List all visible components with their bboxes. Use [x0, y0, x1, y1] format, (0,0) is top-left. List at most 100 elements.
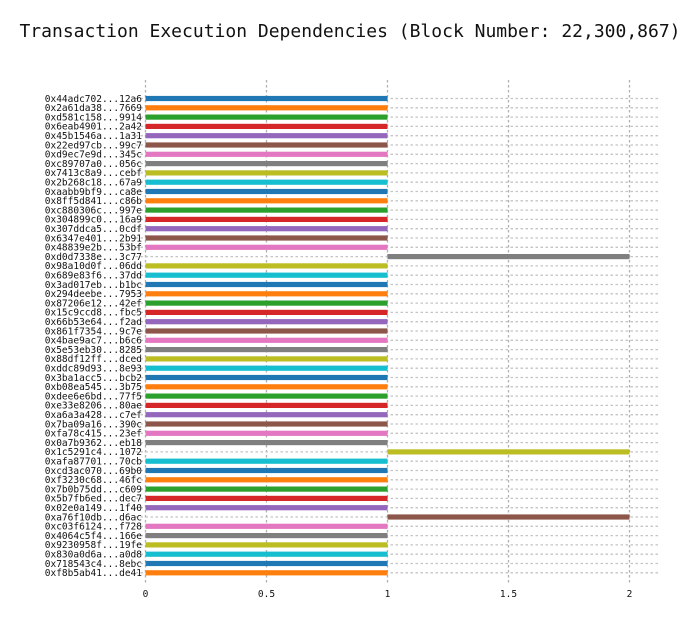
bar: [145, 170, 388, 176]
bar: [145, 235, 388, 241]
y-tick-label: 0x4064c5f4...166e: [45, 531, 143, 542]
bar: [145, 263, 388, 269]
y-tick-label: 0x3ad017eb...b1bc: [45, 280, 142, 291]
y-tick-label: 0xd9ec7e9d...345c: [45, 150, 142, 161]
y-tick-label: 0xcd3ac070...69b0: [45, 466, 143, 477]
y-tick-label: 0x87206e12...42ef: [45, 298, 142, 309]
y-tick-label: 0x718543c4...8ebc: [45, 559, 142, 570]
y-tick-label: 0x3ba1acc5...bcb2: [45, 373, 142, 384]
y-tick-label: 0x4bae9ac7...b6c6: [45, 336, 143, 347]
bar: [145, 365, 388, 371]
bar: [145, 309, 388, 315]
bar: [145, 393, 388, 399]
bar: [145, 542, 388, 548]
bar: [145, 105, 388, 111]
x-tick-labels: 0 0.5 1 1.5 2: [143, 589, 633, 600]
chart-title: Transaction Execution Dependencies (Bloc…: [19, 21, 681, 42]
bar: [145, 430, 388, 436]
bar: [145, 384, 388, 390]
y-tick-label: 0x2b268c18...67a9: [45, 178, 143, 189]
y-tick-label: 0xafa87701...70cb: [45, 457, 143, 468]
y-tick-label: 0x0a7b9362...eb18: [45, 438, 143, 449]
bar: [145, 281, 388, 288]
bar: [145, 161, 388, 167]
y-tick-label: 0x304899c0...16a9: [45, 215, 143, 226]
bar: [145, 523, 388, 529]
y-tick-label: 0x15c9ccd8...fbc5: [45, 308, 142, 319]
y-tick-label: 0x9230958f...19fe: [45, 540, 143, 551]
y-tick-label: 0x88df12ff...dced: [45, 354, 142, 365]
bar: [145, 356, 388, 362]
bar: [145, 95, 388, 102]
bar: [145, 337, 388, 343]
bar: [145, 374, 388, 381]
bar: [145, 151, 388, 157]
y-tick-label: 0x1c5291c4...1072: [45, 447, 142, 458]
y-tick-label: 0xb08ea545...3b75: [45, 382, 142, 393]
bar: [145, 216, 388, 222]
y-tick-label: 0x689e83f6...37dd: [45, 271, 142, 282]
bar: [145, 142, 388, 148]
bar: [145, 467, 388, 474]
bar: [145, 226, 388, 232]
y-tick-label: 0x48839e2b...53bf: [45, 243, 142, 254]
y-tick-label: 0xd0d7338e...3c77: [45, 252, 142, 263]
y-tick-label: 0x294deebe...7953: [45, 289, 142, 300]
y-tick-label: 0x7413c8a9...cebf: [45, 168, 142, 179]
x-tick-label: 0.5: [258, 589, 275, 600]
bar: [145, 347, 388, 353]
bar: [387, 514, 630, 520]
y-tick-label: 0x5b7fb6ed...dec7: [45, 494, 142, 505]
bar: [145, 272, 388, 278]
bars: [145, 95, 630, 576]
y-tick-label: 0x7ba09a16...390c: [45, 419, 142, 430]
x-tick-label: 1: [385, 589, 391, 600]
y-tick-label: 0x8ff5d841...c86b: [45, 196, 143, 207]
y-tick-label: 0x5e53eb30...8285: [45, 345, 142, 356]
y-tick-label: 0xfa78c415...23ef: [45, 429, 142, 440]
y-tick-label: 0xaabb9bf9...ca8e: [45, 187, 143, 198]
y-tick-label: 0x830a0d6a...a0d8: [45, 550, 143, 561]
y-tick-label: 0x22ed97cb...99c7: [45, 140, 142, 151]
y-tick-label: 0xc880306c...997e: [45, 205, 143, 216]
y-tick-label: 0x02e0a149...1f40: [45, 503, 143, 514]
bar: [145, 244, 388, 250]
y-tick-label: 0x307ddca5...0cdf: [45, 224, 142, 235]
x-tick-label: 2: [627, 589, 633, 600]
y-tick-label: 0xc03f6124...f728: [45, 522, 143, 533]
y-tick-label: 0xddc89d93...8e93: [45, 364, 142, 375]
y-tick-label: 0xf8b5ab41...de41: [45, 568, 143, 579]
y-tick-label: 0xe33e8206...80ae: [45, 401, 143, 412]
bar: [145, 188, 388, 195]
y-tick-label: 0x98a10d0f...06dd: [45, 261, 142, 272]
bar: [145, 440, 388, 446]
x-tick-label: 1.5: [500, 589, 517, 600]
bar: [145, 505, 388, 511]
bar: [145, 495, 388, 501]
bar: [145, 179, 388, 185]
y-tick-labels: 0x44adc702...12a60x2a61da38...76690xd581…: [45, 94, 143, 579]
y-tick-label: 0x2a61da38...7669: [45, 103, 143, 114]
bar: [145, 291, 388, 297]
y-tick-label: 0xf3230c68...46fc: [45, 475, 142, 486]
bar: [145, 319, 388, 325]
bar: [387, 449, 630, 455]
y-tick-label: 0xdee6e6bd...77f5: [45, 391, 142, 402]
bar: [145, 133, 388, 139]
x-tick-label: 0: [143, 589, 149, 600]
bar: [145, 123, 388, 129]
bar: [145, 402, 388, 408]
y-tick-label: 0xa6a3a428...c7ef: [45, 410, 142, 421]
y-tick-label: 0x44adc702...12a6: [45, 94, 143, 105]
bar: [145, 533, 388, 539]
bar: [145, 551, 388, 557]
bar: [145, 477, 388, 483]
y-tick-label: 0xa76f10db...d6ac: [45, 512, 142, 523]
bar: [145, 570, 388, 576]
bar: [145, 328, 388, 334]
bar: [145, 458, 388, 464]
y-tick-label: 0x6347e401...2b91: [45, 233, 143, 244]
y-tick-label: 0xc89707a0...056c: [45, 159, 142, 170]
bar: [145, 486, 388, 492]
